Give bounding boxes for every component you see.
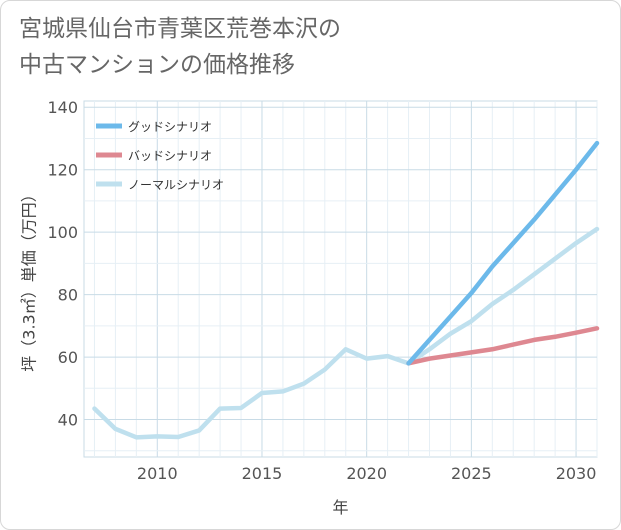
y-tick-label: 100 [47, 223, 78, 242]
legend-entry: ノーマルシナリオ [128, 178, 224, 192]
x-axis-label: 年 [332, 498, 348, 517]
x-tick-label: 2020 [346, 464, 387, 483]
legend-entry: グッドシナリオ [128, 120, 212, 134]
chart-title-line-1: 宮城県仙台市青葉区荒巻本沢の [19, 16, 341, 42]
series-line-good [406, 140, 600, 366]
series-line-normal [92, 226, 600, 440]
legend-entry: バッドシナリオ [128, 149, 212, 163]
x-tick-label: 2015 [242, 464, 283, 483]
chart-title-line-2: 中古マンションの価格推移 [19, 52, 295, 78]
y-tick-label: 80 [58, 286, 78, 305]
series-lines [92, 140, 600, 440]
y-tick-label: 120 [47, 161, 78, 180]
y-axis-label: 坪（3.3㎡）単価（万円） [20, 186, 39, 371]
x-tick-label: 2025 [451, 464, 492, 483]
y-tick-label: 140 [47, 98, 78, 117]
x-tick-label: 2010 [137, 464, 178, 483]
x-tick-label: 2030 [556, 464, 597, 483]
y-tick-label: 40 [58, 411, 78, 430]
chart-title: 宮城県仙台市青葉区荒巻本沢の 中古マンションの価格推移 [19, 11, 609, 83]
y-tick-label: 60 [58, 348, 78, 367]
series-line-bad [406, 326, 600, 366]
tick-labels: 2010 2015 2020 2025 2030 40 60 80 100 120 140 [47, 98, 596, 483]
grid-lines [83, 100, 598, 458]
